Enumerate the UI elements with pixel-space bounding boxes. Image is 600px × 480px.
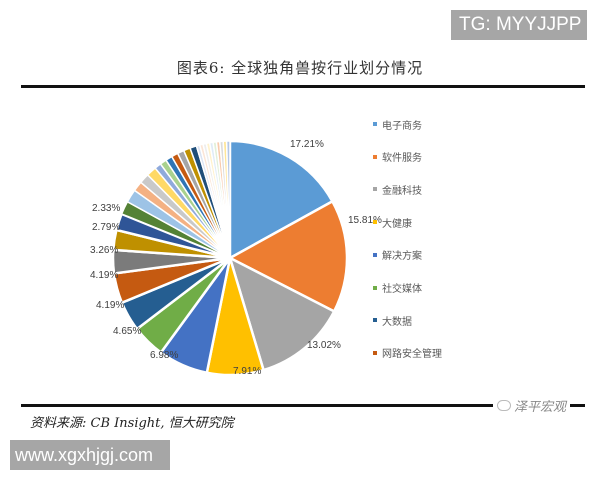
legend-item: 网路安全管理 bbox=[373, 345, 442, 361]
legend-swatch-icon bbox=[373, 350, 377, 355]
pie-slice bbox=[228, 139, 335, 261]
slice-label: 4.65% bbox=[113, 326, 142, 337]
legend-label: 金融科技 bbox=[382, 185, 422, 197]
legend-item: 大数据 bbox=[373, 312, 412, 328]
legend-item: 软件服务 bbox=[373, 149, 422, 165]
pie-slice bbox=[225, 140, 231, 259]
legend-swatch-icon bbox=[373, 285, 377, 290]
legend-item: 电子商务 bbox=[373, 116, 422, 132]
slice-label: 15.81% bbox=[348, 215, 382, 226]
legend-swatch-icon bbox=[373, 154, 377, 159]
legend-label: 软件服务 bbox=[382, 153, 422, 165]
brand-mark: 泽平宏观 bbox=[493, 396, 571, 415]
title-divider bbox=[21, 85, 585, 88]
slice-label: 2.33% bbox=[92, 203, 121, 214]
slice-label: 7.91% bbox=[233, 366, 262, 377]
legend-label: 大健康 bbox=[382, 218, 412, 230]
wechat-icon bbox=[497, 399, 511, 411]
legend-item: 社交媒体 bbox=[373, 280, 422, 296]
legend-swatch-icon bbox=[373, 252, 377, 257]
legend-swatch-icon bbox=[373, 122, 377, 126]
brand-name: 泽平宏观 bbox=[514, 399, 567, 415]
slice-label: 6.98% bbox=[150, 350, 179, 361]
slice-label: 2.79% bbox=[92, 222, 121, 233]
legend-swatch-icon bbox=[373, 187, 377, 192]
source-note: 资料来源: CB Insight, 恒大研究院 bbox=[30, 416, 234, 431]
slice-label: 4.19% bbox=[96, 300, 125, 311]
legend-label: 解决方案 bbox=[382, 251, 422, 263]
legend-item: 大健康 bbox=[373, 214, 412, 230]
legend-item: 金融科技 bbox=[373, 181, 422, 197]
legend-label: 社交媒体 bbox=[382, 284, 422, 295]
slice-label: 3.26% bbox=[90, 245, 119, 256]
legend-item: 解决方案 bbox=[373, 247, 422, 263]
legend-label: 电子商务 bbox=[382, 120, 422, 132]
chart-title: 图表6: 全球独角兽按行业划分情况 bbox=[176, 59, 424, 77]
slice-label: 13.02% bbox=[307, 340, 341, 351]
watermark-url: www.xgxhjgj.com bbox=[10, 440, 170, 470]
watermark-top: TG: MYYJJPP bbox=[451, 10, 587, 40]
slice-label: 4.19% bbox=[90, 270, 119, 281]
bottom-divider bbox=[21, 404, 585, 407]
legend-label: 大数据 bbox=[382, 316, 412, 328]
legend-swatch-icon bbox=[373, 220, 377, 225]
legend-label: 网路安全管理 bbox=[382, 349, 442, 361]
legend-swatch-icon bbox=[373, 318, 377, 323]
pie-slice bbox=[227, 199, 349, 314]
slice-label: 17.21% bbox=[290, 139, 324, 150]
